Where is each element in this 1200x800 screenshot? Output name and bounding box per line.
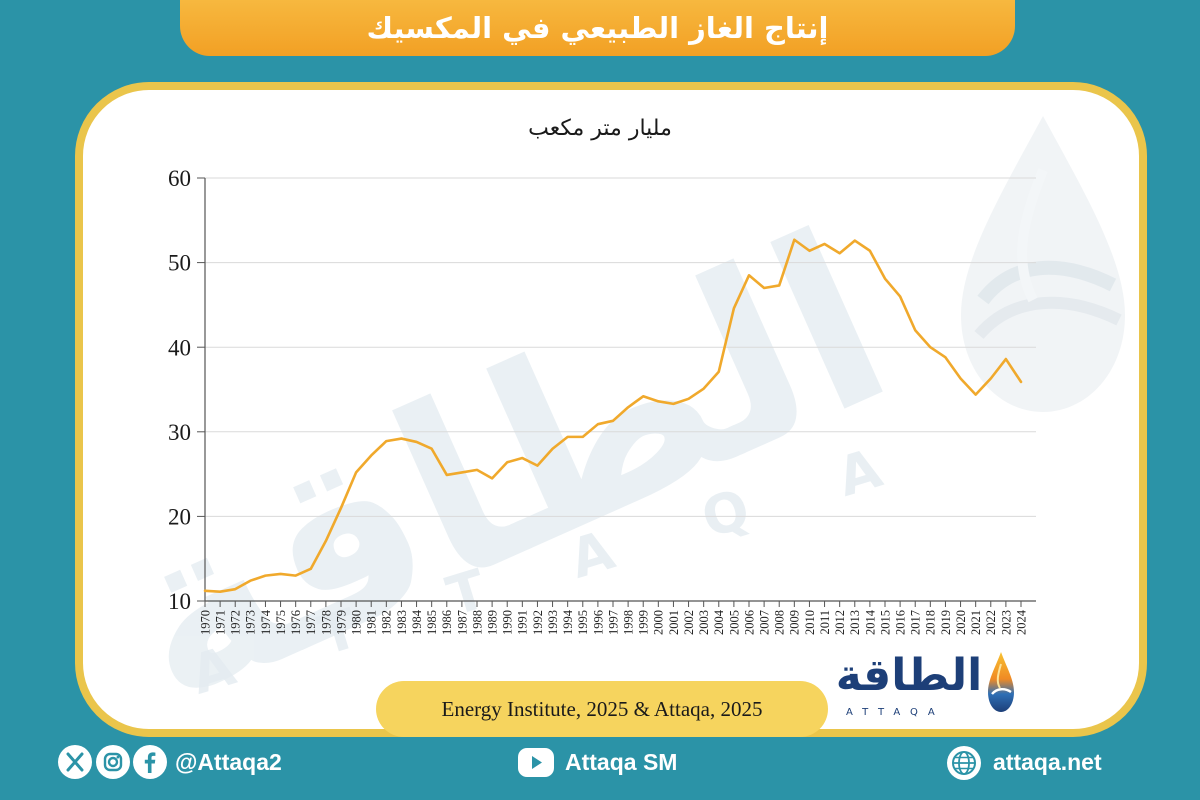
- y-tick-label: 30: [168, 420, 191, 445]
- x-tick-label: 1993: [546, 610, 560, 635]
- x-tick-label: 1978: [319, 610, 333, 635]
- x-tick-label: 2012: [833, 610, 847, 635]
- x-tick-label: 1972: [229, 610, 243, 635]
- x-tick-label: 2011: [818, 610, 832, 635]
- x-tick-label: 1991: [516, 610, 530, 635]
- x-tick-label: 1974: [259, 609, 273, 635]
- x-tick-label: 2010: [803, 610, 817, 635]
- x-tick-label: 1996: [591, 610, 605, 635]
- x-tick-label: 2009: [788, 610, 802, 635]
- x-tick-label: 1980: [349, 610, 363, 635]
- x-tick-label: 2003: [697, 610, 711, 635]
- x-tick-label: 1987: [455, 610, 469, 635]
- source-box: Energy Institute, 2025 & Attaqa, 2025: [376, 681, 828, 737]
- x-tick-label: 1975: [274, 610, 288, 635]
- title-banner: إنتاج الغاز الطبيعي في المكسيك: [180, 0, 1015, 56]
- youtube-icon[interactable]: [518, 748, 554, 777]
- y-tick-label: 40: [168, 335, 191, 360]
- x-tick-label: 2021: [969, 610, 983, 635]
- globe-icon[interactable]: [946, 745, 982, 781]
- social-handle[interactable]: @Attaqa2: [175, 749, 282, 775]
- y-axis-unit-label: مليار متر مكعب: [528, 116, 672, 141]
- x-tick-label: 1990: [501, 610, 515, 635]
- x-tick-label: 2005: [727, 610, 741, 635]
- x-tick-label: 2020: [954, 610, 968, 635]
- flame-drop-icon: [988, 652, 1014, 712]
- gridlines: [205, 177, 1036, 517]
- x-tick-label: 2006: [742, 610, 756, 635]
- x-tick-label: 1989: [485, 610, 499, 635]
- x-tick-label: 2002: [682, 610, 696, 635]
- x-tick-label: 1971: [213, 610, 227, 635]
- y-tick-label: 20: [168, 504, 191, 529]
- y-tick-label: 50: [168, 251, 191, 276]
- x-tick-label: 2014: [863, 609, 877, 635]
- x-tick-label: 2022: [984, 610, 998, 635]
- x-tick-label: 2004: [712, 609, 726, 635]
- x-tick-label: 2000: [652, 610, 666, 635]
- x-tick-label: 2007: [757, 610, 771, 635]
- x-tick-label: 1995: [576, 610, 590, 635]
- youtube-channel-label[interactable]: Attaqa SM: [565, 749, 678, 775]
- y-tick-label: 60: [168, 166, 191, 191]
- x-tick-label: 2019: [939, 610, 953, 635]
- source-text: Energy Institute, 2025 & Attaqa, 2025: [441, 696, 763, 721]
- website-label[interactable]: attaqa.net: [993, 749, 1102, 775]
- y-tick-label: 10: [168, 589, 191, 614]
- x-tick-label: 2013: [848, 610, 862, 635]
- x-tick-label: 1984: [410, 609, 424, 635]
- chart-title: إنتاج الغاز الطبيعي في المكسيك: [366, 11, 829, 45]
- x-tick-label: 1979: [334, 610, 348, 635]
- x-tick-label: 2023: [999, 610, 1013, 635]
- instagram-icon[interactable]: [95, 744, 131, 780]
- x-tick-label: 1976: [289, 610, 303, 635]
- x-tick-label: 1973: [244, 610, 258, 635]
- watermark-flame-icon: [961, 116, 1125, 412]
- x-tick-label: 1981: [365, 610, 379, 635]
- x-tick-label: 1997: [606, 610, 620, 635]
- y-axis-ticks: 10 20 30 40 50 60: [168, 166, 205, 614]
- x-tick-label: 1970: [198, 610, 212, 635]
- x-tick-label: 1998: [621, 610, 635, 635]
- logo-arabic: الطاقة: [835, 650, 983, 701]
- series-line: [203, 238, 1023, 593]
- x-tick-label: 2015: [878, 610, 892, 635]
- x-tick-label: 2008: [773, 610, 787, 635]
- series-layer: [203, 238, 1023, 593]
- x-tick-label: 1999: [637, 610, 651, 635]
- x-tick-label: 1983: [395, 610, 409, 635]
- chart-panel: الطاقة ATTAQA: [75, 82, 1147, 737]
- x-tick-label: 1986: [440, 610, 454, 635]
- x-tick-label: 1982: [380, 610, 394, 635]
- logo-latin: ATTAQA: [846, 707, 945, 718]
- x-tick-label: 1992: [531, 610, 545, 635]
- x-tick-label: 2017: [909, 610, 923, 635]
- x-axis-ticks: 1970 1971 1972 1973 1974 1975 1976 1977 1978 1979…: [198, 601, 1028, 635]
- x-tick-label: 1994: [561, 609, 575, 635]
- x-tick-label: 2001: [667, 610, 681, 635]
- facebook-icon[interactable]: [132, 744, 168, 780]
- x-tick-label: 1977: [304, 610, 318, 635]
- x-tick-label: 2016: [893, 610, 907, 635]
- x-icon[interactable]: [57, 744, 93, 780]
- x-tick-label: 2024: [1014, 609, 1028, 635]
- x-tick-label: 1985: [425, 610, 439, 635]
- x-tick-label: 2018: [924, 610, 938, 635]
- x-tick-label: 1988: [470, 610, 484, 635]
